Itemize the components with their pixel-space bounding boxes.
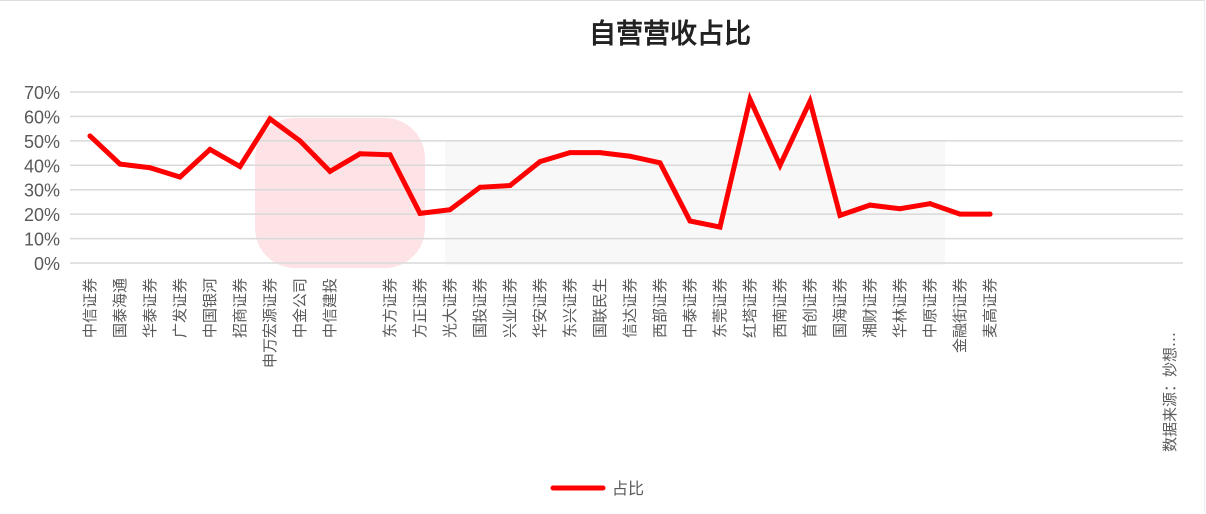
x-tick-label: 湘财证券 xyxy=(861,278,879,338)
gridlines xyxy=(70,91,1183,264)
data-point[interactable] xyxy=(777,162,783,168)
data-point[interactable] xyxy=(987,211,993,217)
x-tick-label: 广发证券 xyxy=(171,278,189,338)
data-point[interactable] xyxy=(207,146,213,152)
data-point[interactable] xyxy=(807,98,813,104)
data-point[interactable] xyxy=(657,160,663,166)
x-tick-label: 光大证券 xyxy=(441,278,459,338)
data-point[interactable] xyxy=(717,224,723,230)
data-point[interactable] xyxy=(87,133,93,139)
data-point[interactable] xyxy=(507,183,513,189)
data-point[interactable] xyxy=(177,174,183,180)
x-tick-label: 方正证券 xyxy=(411,278,429,338)
source-note: 数据来源：妙想… xyxy=(1161,332,1179,452)
data-point[interactable] xyxy=(327,168,333,174)
data-point[interactable] xyxy=(297,138,303,144)
x-tick-label: 信达证券 xyxy=(621,278,639,338)
data-point[interactable] xyxy=(567,150,573,156)
x-tick-label: 首创证券 xyxy=(801,278,819,338)
x-tick-label: 中国银河 xyxy=(201,278,219,338)
x-tick-label: 中金公司 xyxy=(291,278,309,338)
data-point[interactable] xyxy=(597,150,603,156)
watermark xyxy=(255,118,945,268)
y-tick-label: 50% xyxy=(24,132,60,152)
x-tick-label: 华安证券 xyxy=(531,278,549,338)
x-tick-label: 兴业证券 xyxy=(501,278,519,338)
data-point[interactable] xyxy=(957,211,963,217)
data-point[interactable] xyxy=(147,165,153,171)
x-tick-label: 东方证券 xyxy=(381,278,399,338)
data-point[interactable] xyxy=(477,184,483,190)
chart-title: 自营营收占比 xyxy=(589,18,751,50)
x-tick-label: 东莞证券 xyxy=(711,278,729,338)
data-point[interactable] xyxy=(747,96,753,102)
x-tick-label: 中泰证券 xyxy=(681,278,699,338)
data-point[interactable] xyxy=(117,161,123,167)
data-point[interactable] xyxy=(387,152,393,158)
series-lines xyxy=(87,91,993,231)
y-tick-label: 60% xyxy=(24,107,60,127)
y-tick-label: 30% xyxy=(24,181,60,201)
y-tick-label: 40% xyxy=(24,156,60,176)
x-tick-label: 红塔证券 xyxy=(741,278,759,338)
data-point[interactable] xyxy=(627,153,633,159)
x-tick-label: 国泰海通 xyxy=(111,278,129,338)
y-tick-label: 20% xyxy=(24,205,60,225)
data-point[interactable] xyxy=(357,151,363,157)
data-point[interactable] xyxy=(867,202,873,208)
x-tick-label: 华泰证券 xyxy=(141,278,159,338)
y-tick-label: 70% xyxy=(24,83,60,103)
data-point[interactable] xyxy=(417,210,423,216)
legend[interactable]: 占比 xyxy=(550,479,644,498)
y-tick-label: 0% xyxy=(34,254,60,274)
x-tick-label: 中信建投 xyxy=(321,278,339,338)
x-tick-label: 华林证券 xyxy=(891,278,909,338)
x-tick-label: 国海证券 xyxy=(831,278,849,338)
x-tick-label: 金融街证券 xyxy=(951,278,969,353)
x-tick-label: 国投证券 xyxy=(471,278,489,338)
data-point[interactable] xyxy=(537,159,543,165)
data-point[interactable] xyxy=(447,207,453,213)
data-point[interactable] xyxy=(237,164,243,170)
x-tick-label: 西部证券 xyxy=(651,278,669,338)
data-point[interactable] xyxy=(927,201,933,207)
x-tick-label: 中信证券 xyxy=(81,278,99,338)
x-tick-label: 国联民生 xyxy=(591,278,609,338)
x-tick-label: 招商证券 xyxy=(231,278,249,338)
legend-label: 占比 xyxy=(612,479,644,498)
watermark-text-block xyxy=(445,140,945,265)
data-point[interactable] xyxy=(897,206,903,212)
data-point[interactable] xyxy=(267,116,273,122)
x-tick-label: 中原证券 xyxy=(921,278,939,338)
data-point[interactable] xyxy=(837,212,843,218)
x-axis: 中信证券 国泰海通 华泰证券 广发证券 中国银河 招商证券 申万宏源证券 中金公司 中信建投 东方… xyxy=(81,278,999,368)
x-tick-label: 西南证券 xyxy=(771,278,789,338)
x-tick-label: 麦高证券 xyxy=(981,278,999,338)
y-axis: 0% 10% 20% 30% 40% 50% 60% 70% xyxy=(24,83,60,274)
y-tick-label: 10% xyxy=(24,230,60,250)
x-tick-label: 东兴证券 xyxy=(561,278,579,338)
x-tick-label: 申万宏源证券 xyxy=(261,278,279,368)
data-point[interactable] xyxy=(687,218,693,224)
